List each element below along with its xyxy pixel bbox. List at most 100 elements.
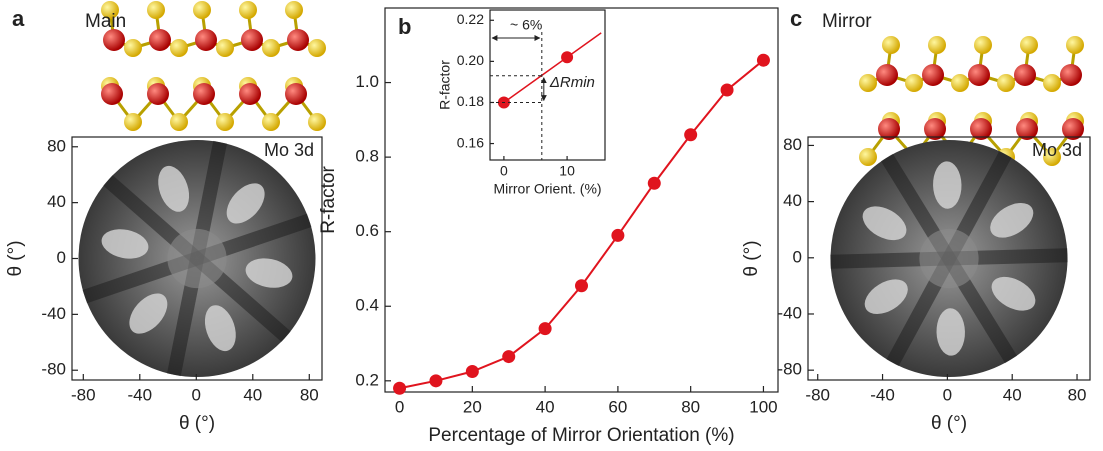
y-tick-label: 0.20 (457, 52, 484, 68)
panel-title: Main (85, 11, 126, 32)
pattern-feature (864, 279, 908, 315)
data-point (465, 364, 479, 378)
molecule (101, 1, 326, 131)
annotation: ΔRmin (549, 74, 595, 91)
molybdenum-atom (876, 64, 898, 86)
y-tick-label: 80 (783, 135, 802, 154)
annotation: Mo 3d (264, 140, 314, 160)
sulfur-atom (262, 113, 280, 131)
x-tick-label: 80 (1068, 385, 1087, 404)
x-tick-label: 40 (536, 397, 555, 416)
pattern-feature (245, 258, 293, 288)
molybdenum-atom (970, 118, 992, 140)
panel-label: b (398, 14, 411, 39)
x-tick-label: 40 (243, 385, 262, 404)
molybdenum-atom (1014, 64, 1036, 86)
sulfur-atom (239, 1, 257, 19)
y-tick-label: -80 (777, 360, 802, 379)
x-tick-label: 0 (943, 385, 952, 404)
pattern-center (919, 228, 979, 289)
y-tick-label: -40 (777, 303, 802, 322)
y-tick-label: 0.2 (355, 370, 379, 389)
x-axis-label: θ (°) (179, 413, 215, 434)
sulfur-atom (124, 113, 142, 131)
molybdenum-atom (878, 118, 900, 140)
sulfur-atom (1066, 36, 1084, 54)
sulfur-atom (216, 113, 234, 131)
x-tick-label: 80 (300, 385, 319, 404)
sulfur-atom (124, 39, 142, 57)
molybdenum-atom (241, 29, 263, 51)
sulfur-atom (193, 1, 211, 19)
y-tick-label: 0 (57, 248, 66, 267)
y-axis-label: R-factor (318, 166, 339, 234)
data-point (684, 128, 698, 142)
plot-frame (489, 9, 606, 161)
y-tick-label: 0.18 (457, 93, 484, 109)
molybdenum-atom (922, 64, 944, 86)
sulfur-atom (285, 1, 303, 19)
data-point (538, 322, 552, 336)
plot-frame (807, 136, 1091, 381)
y-tick-label: 0 (793, 247, 802, 266)
y-axis-label: R-factor (437, 60, 453, 110)
y-tick-label: 40 (783, 191, 802, 210)
molybdenum-atom (147, 83, 169, 105)
sulfur-atom (997, 74, 1015, 92)
molecule (859, 36, 1084, 166)
pattern-feature (862, 206, 907, 241)
molybdenum-atom (195, 29, 217, 51)
y-tick-label: 80 (47, 136, 66, 155)
x-tick-label: -40 (128, 385, 153, 404)
x-tick-label: 40 (1003, 385, 1022, 404)
x-tick-label: -80 (805, 385, 830, 404)
fit-extension (566, 32, 602, 58)
data-point (429, 374, 443, 388)
y-tick-label: 0.22 (457, 11, 484, 27)
molybdenum-atom (287, 29, 309, 51)
sulfur-atom (262, 39, 280, 57)
x-tick-label: -80 (71, 385, 96, 404)
y-tick-label: 40 (47, 192, 66, 211)
molybdenum-atom (1060, 64, 1082, 86)
x-tick-label: 80 (681, 397, 700, 416)
x-tick-label: -40 (870, 385, 895, 404)
pattern-feature (990, 202, 1034, 238)
data-point (611, 228, 625, 242)
data-point (720, 83, 734, 97)
series-line (503, 56, 568, 104)
y-tick-label: -40 (41, 304, 66, 323)
data-point (756, 53, 770, 67)
sulfur-atom (147, 1, 165, 19)
molybdenum-atom (239, 83, 261, 105)
pattern-feature (991, 276, 1036, 311)
pattern-feature (936, 308, 965, 356)
x-tick-label: 0 (395, 397, 404, 416)
data-point (647, 176, 661, 190)
annotation: Mo 3d (1032, 140, 1082, 160)
y-axis-label: θ (°) (741, 240, 762, 276)
molybdenum-atom (149, 29, 171, 51)
data-point (393, 381, 407, 395)
data-point (561, 51, 574, 64)
diffraction-pattern (830, 140, 1068, 377)
sulfur-atom (859, 148, 877, 166)
sulfur-atom (974, 36, 992, 54)
sulfur-atom (101, 1, 119, 19)
panel-title: Mirror (822, 11, 872, 32)
pattern-feature (101, 229, 149, 259)
x-tick-label: 60 (608, 397, 627, 416)
y-tick-label: 0.16 (457, 134, 484, 150)
x-axis-label: Percentage of Mirror Orientation (%) (428, 425, 734, 446)
pattern-feature (226, 183, 265, 224)
x-tick-label: 100 (749, 397, 777, 416)
x-tick-label: 10 (559, 163, 575, 179)
molybdenum-atom (285, 83, 307, 105)
sulfur-atom (308, 113, 326, 131)
y-tick-label: -80 (41, 360, 66, 379)
y-axis-label: θ (°) (5, 240, 26, 276)
diffraction-pattern (78, 140, 316, 377)
x-tick-label: 0 (500, 163, 508, 179)
sulfur-atom (859, 74, 877, 92)
